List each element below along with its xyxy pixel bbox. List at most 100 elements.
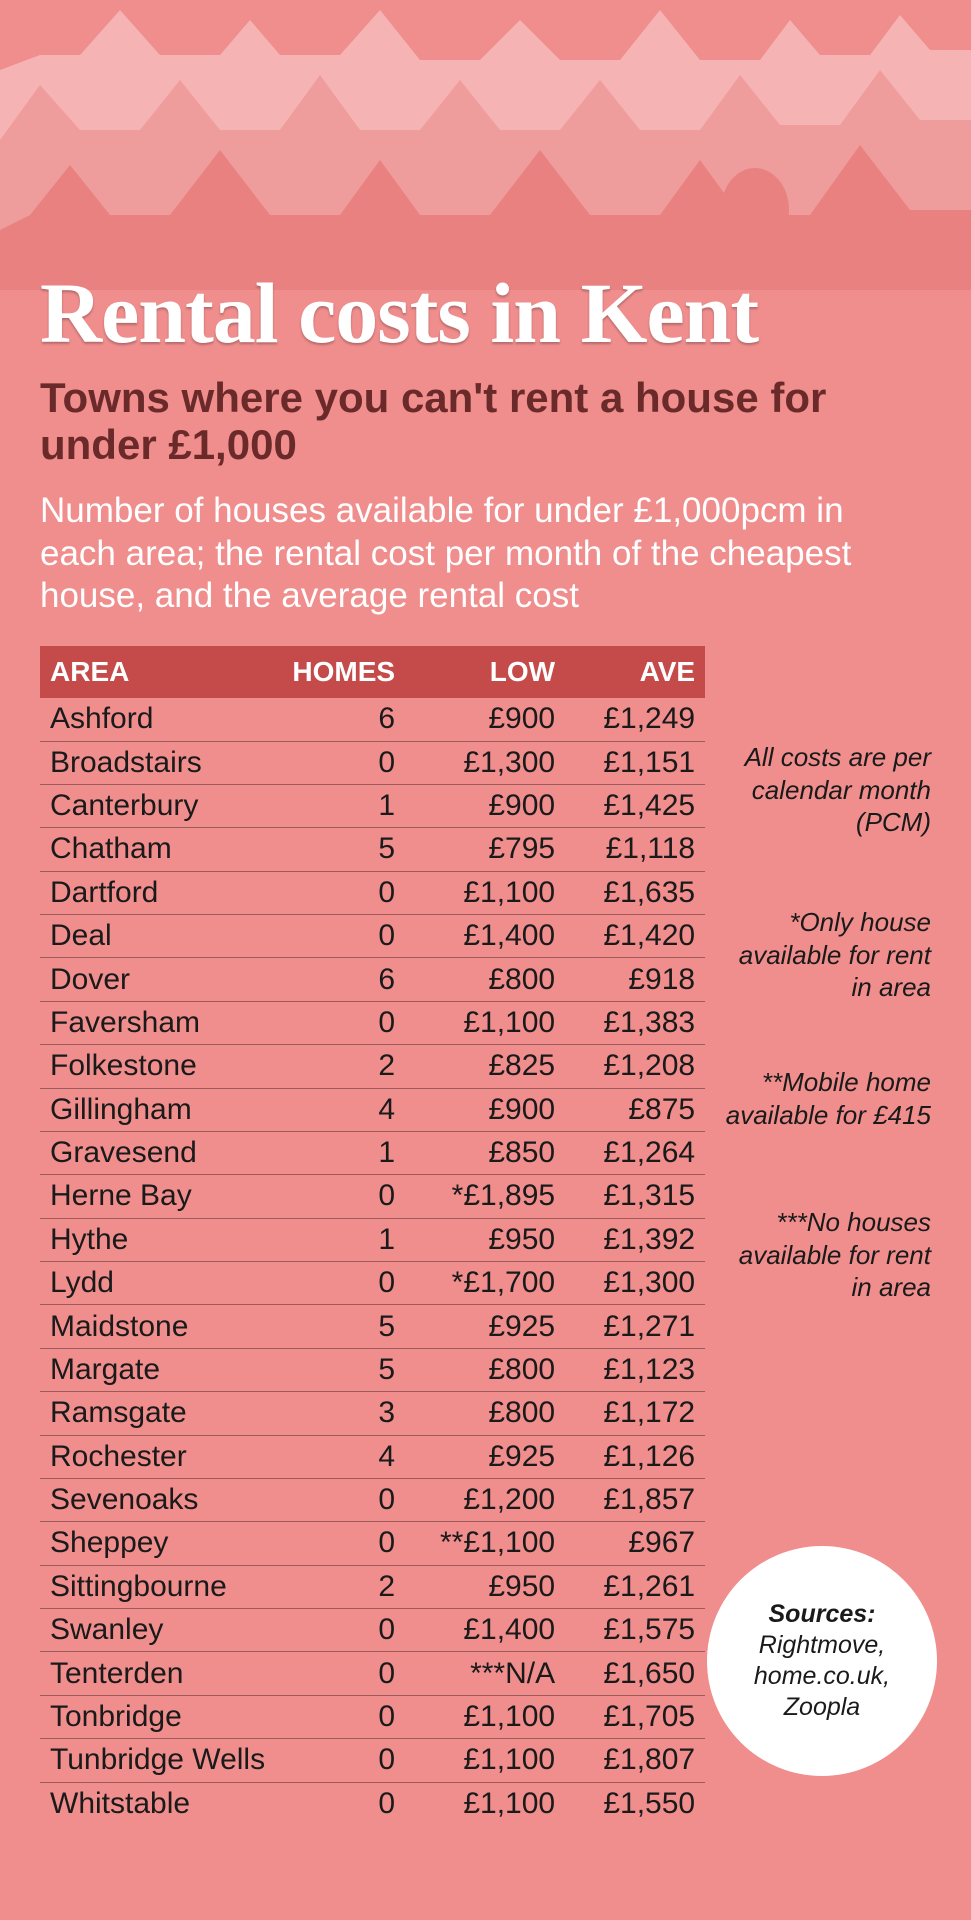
sources-heading: Sources: bbox=[769, 1599, 876, 1630]
table-cell: 0 bbox=[275, 1001, 405, 1044]
table-cell: £800 bbox=[405, 1348, 565, 1391]
table-cell: Rochester bbox=[40, 1435, 275, 1478]
table-cell: 0 bbox=[275, 1262, 405, 1305]
table-cell: Broadstairs bbox=[40, 741, 275, 784]
table-row: Dover6£800£918 bbox=[40, 958, 705, 1001]
table-cell: 1 bbox=[275, 1218, 405, 1261]
table-cell: Ramsgate bbox=[40, 1392, 275, 1435]
table-cell: £1,126 bbox=[565, 1435, 705, 1478]
table-cell: Herne Bay bbox=[40, 1175, 275, 1218]
table-cell: £795 bbox=[405, 828, 565, 871]
table-cell: £850 bbox=[405, 1131, 565, 1174]
table-cell: £1,172 bbox=[565, 1392, 705, 1435]
table-cell: £800 bbox=[405, 958, 565, 1001]
col-header-low: LOW bbox=[405, 646, 565, 698]
table-cell: Tonbridge bbox=[40, 1695, 275, 1738]
table-cell: £1,400 bbox=[405, 915, 565, 958]
col-header-area: AREA bbox=[40, 646, 275, 698]
table-cell: 0 bbox=[275, 741, 405, 784]
table-cell: £1,300 bbox=[405, 741, 565, 784]
table-cell: 6 bbox=[275, 698, 405, 741]
table-cell: 0 bbox=[275, 1175, 405, 1218]
side-notes-column: Sources: Rightmove, home.co.uk, Zoopla A… bbox=[723, 646, 931, 1756]
table-cell: £1,420 bbox=[565, 915, 705, 958]
table-cell: £1,300 bbox=[565, 1262, 705, 1305]
table-cell: Hythe bbox=[40, 1218, 275, 1261]
table-cell: £1,100 bbox=[405, 1782, 565, 1825]
table-cell: £1,705 bbox=[565, 1695, 705, 1738]
table-cell: £1,200 bbox=[405, 1478, 565, 1521]
page-title: Rental costs in Kent bbox=[40, 270, 931, 356]
table-cell: £875 bbox=[565, 1088, 705, 1131]
table-row: Broadstairs0£1,300£1,151 bbox=[40, 741, 705, 784]
table-cell: Faversham bbox=[40, 1001, 275, 1044]
table-cell: Sittingbourne bbox=[40, 1565, 275, 1608]
table-row: Margate5£800£1,123 bbox=[40, 1348, 705, 1391]
table-row: Whitstable0£1,100£1,550 bbox=[40, 1782, 705, 1825]
table-cell: £1,575 bbox=[565, 1609, 705, 1652]
table-cell: *£1,700 bbox=[405, 1262, 565, 1305]
table-row: Tunbridge Wells0£1,100£1,807 bbox=[40, 1739, 705, 1782]
table-cell: Dartford bbox=[40, 871, 275, 914]
footnote: All costs are per calendar month (PCM) bbox=[721, 741, 931, 839]
table-cell: £950 bbox=[405, 1565, 565, 1608]
table-row: Swanley0£1,400£1,575 bbox=[40, 1609, 705, 1652]
table-cell: £1,100 bbox=[405, 1695, 565, 1738]
table-cell: £925 bbox=[405, 1305, 565, 1348]
table-row: Sittingbourne2£950£1,261 bbox=[40, 1565, 705, 1608]
rental-table: AREA HOMES LOW AVE Ashford6£900£1,249Bro… bbox=[40, 646, 705, 1825]
table-cell: £1,635 bbox=[565, 871, 705, 914]
table-cell: Ashford bbox=[40, 698, 275, 741]
table-header-row: AREA HOMES LOW AVE bbox=[40, 646, 705, 698]
table-cell: £900 bbox=[405, 784, 565, 827]
table-cell: £925 bbox=[405, 1435, 565, 1478]
sources-badge: Sources: Rightmove, home.co.uk, Zoopla bbox=[707, 1546, 937, 1776]
table-cell: £800 bbox=[405, 1392, 565, 1435]
table-row: Sevenoaks0£1,200£1,857 bbox=[40, 1478, 705, 1521]
table-row: Ramsgate3£800£1,172 bbox=[40, 1392, 705, 1435]
table-cell: 1 bbox=[275, 1131, 405, 1174]
table-row: Dartford0£1,100£1,635 bbox=[40, 871, 705, 914]
table-cell: £1,261 bbox=[565, 1565, 705, 1608]
table-cell: £1,118 bbox=[565, 828, 705, 871]
table-cell: £900 bbox=[405, 1088, 565, 1131]
table-row: Hythe1£950£1,392 bbox=[40, 1218, 705, 1261]
table-cell: Chatham bbox=[40, 828, 275, 871]
rental-table-wrap: AREA HOMES LOW AVE Ashford6£900£1,249Bro… bbox=[40, 646, 705, 1825]
table-cell: 0 bbox=[275, 1782, 405, 1825]
table-cell: £950 bbox=[405, 1218, 565, 1261]
table-cell: Whitstable bbox=[40, 1782, 275, 1825]
table-cell: 1 bbox=[275, 784, 405, 827]
table-cell: £1,315 bbox=[565, 1175, 705, 1218]
table-row: Canterbury1£900£1,425 bbox=[40, 784, 705, 827]
table-cell: £1,650 bbox=[565, 1652, 705, 1695]
rental-table-body: Ashford6£900£1,249Broadstairs0£1,300£1,1… bbox=[40, 698, 705, 1825]
table-cell: £1,208 bbox=[565, 1045, 705, 1088]
table-cell: £1,264 bbox=[565, 1131, 705, 1174]
table-cell: £1,392 bbox=[565, 1218, 705, 1261]
table-row: Chatham5£795£1,118 bbox=[40, 828, 705, 871]
table-row: Tonbridge0£1,100£1,705 bbox=[40, 1695, 705, 1738]
table-cell: 5 bbox=[275, 828, 405, 871]
table-cell: **£1,100 bbox=[405, 1522, 565, 1565]
table-row: Rochester4£925£1,126 bbox=[40, 1435, 705, 1478]
table-cell: 0 bbox=[275, 1478, 405, 1521]
table-cell: Dover bbox=[40, 958, 275, 1001]
table-cell: £1,271 bbox=[565, 1305, 705, 1348]
table-cell: 0 bbox=[275, 871, 405, 914]
sources-body: Rightmove, home.co.uk, Zoopla bbox=[725, 1630, 919, 1724]
page-blurb: Number of houses available for under £1,… bbox=[40, 490, 860, 618]
table-cell: Gravesend bbox=[40, 1131, 275, 1174]
footnote: *Only house available for rent in area bbox=[721, 906, 931, 1004]
table-cell: Gillingham bbox=[40, 1088, 275, 1131]
table-row: Faversham0£1,100£1,383 bbox=[40, 1001, 705, 1044]
table-cell: 4 bbox=[275, 1435, 405, 1478]
table-cell: £1,425 bbox=[565, 784, 705, 827]
table-row: Sheppey0**£1,100£967 bbox=[40, 1522, 705, 1565]
table-cell: £1,400 bbox=[405, 1609, 565, 1652]
table-row: Ashford6£900£1,249 bbox=[40, 698, 705, 741]
table-cell: Folkestone bbox=[40, 1045, 275, 1088]
table-cell: 4 bbox=[275, 1088, 405, 1131]
table-cell: £1,857 bbox=[565, 1478, 705, 1521]
footnote: ***No houses available for rent in area bbox=[721, 1206, 931, 1304]
